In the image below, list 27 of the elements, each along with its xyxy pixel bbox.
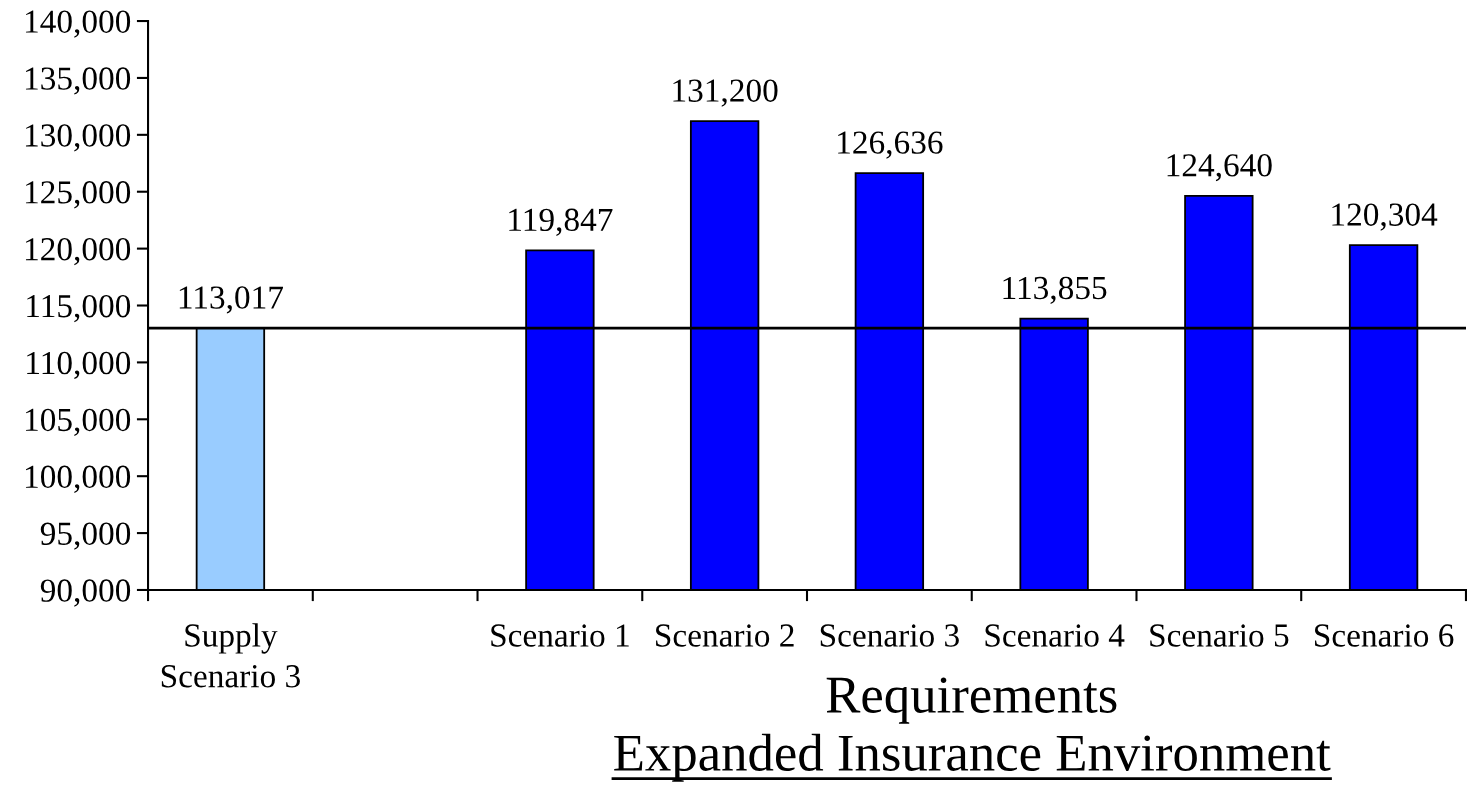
x-tick-label: Scenario 6 xyxy=(1315,624,1454,647)
data-label: 113,017 xyxy=(179,286,283,314)
x-tick-label: Scenario 2 xyxy=(656,624,794,647)
y-tick-label: 130,000 xyxy=(25,124,131,152)
x-tick-label: Scenario 5 xyxy=(1150,624,1289,647)
x-axis-title: Requirements xyxy=(826,677,1117,724)
data-label: 120,304 xyxy=(1332,203,1438,231)
x-tick-label: Scenario 3 xyxy=(820,624,959,647)
data-label: 119,847 xyxy=(509,208,613,236)
x-tick-label: Scenario 4 xyxy=(985,624,1125,647)
y-tick-label: 115,000 xyxy=(27,294,131,323)
data-label: 131,200 xyxy=(673,79,778,107)
y-tick-label: 90,000 xyxy=(40,579,131,607)
y-tick-label: 110,000 xyxy=(27,351,131,380)
data-label: 113,855 xyxy=(1003,276,1107,305)
y-tick-label: 95,000 xyxy=(40,522,131,550)
x-tick-label: Scenario 1 xyxy=(491,624,629,647)
y-tick-label: 125,000 xyxy=(25,181,131,209)
data-label: 124,640 xyxy=(1167,154,1272,182)
y-tick-label: 140,000 xyxy=(25,10,131,38)
x-tick-label: Supply Scenario 3 xyxy=(161,623,300,688)
y-tick-label: 105,000 xyxy=(25,408,131,436)
data-label: 126,636 xyxy=(838,131,943,159)
y-tick-label: 120,000 xyxy=(25,238,131,266)
text: Expanded Insurance Environment xyxy=(614,733,1331,782)
y-tick-label: 100,000 xyxy=(25,465,131,493)
y-tick-label: 135,000 xyxy=(25,67,131,95)
